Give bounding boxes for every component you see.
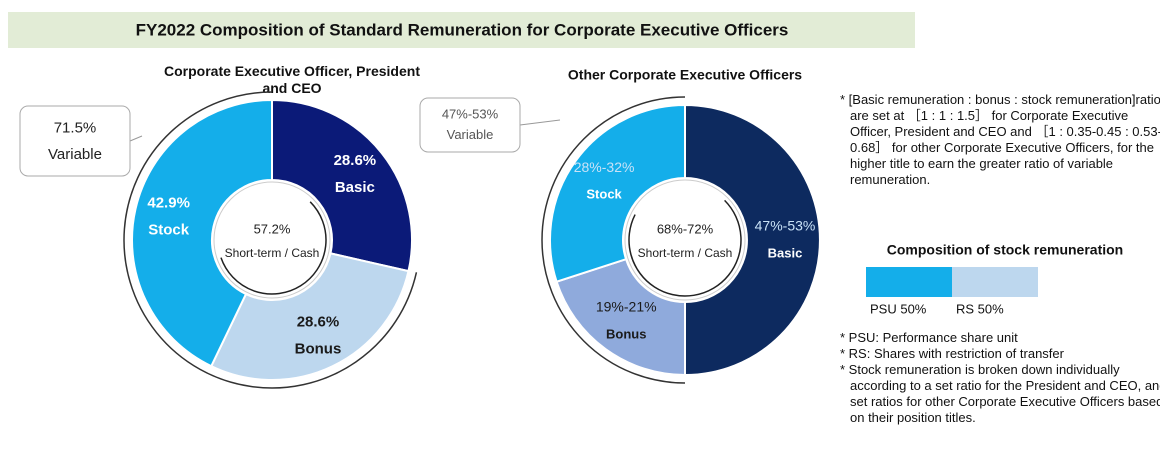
inner-circle [624,179,746,301]
variable-text: Variable [48,146,102,163]
category-label: Stock [148,221,190,238]
value-label: RS 50% [956,301,1004,316]
variable-value: 71.5% [54,119,97,136]
donut-segment [549,103,686,283]
inner-circle [213,181,331,299]
variable-value: 47%-53% [442,107,499,122]
donut-segment [271,98,413,273]
title-banner [8,12,915,48]
chart-title: Composition of stock remuneration [887,242,1123,258]
category-label: Bonus [606,326,646,341]
value-label: 28.6% [297,313,340,330]
donut-segment [684,103,821,377]
category-label: Basic [335,179,375,196]
chart-title: Corporate Executive Officer, President an… [164,63,420,96]
footnote: * PSU: Performance share unit [840,330,1018,345]
donut-segment [555,257,686,377]
inner-text: Short-term / Cash [638,246,733,260]
note: * [Basic remuneration : bonus : stock re… [840,92,1160,187]
short-term-arc [628,199,742,297]
category-label: Stock [586,187,622,202]
value-label: 28%-32% [574,159,635,175]
inner-text: Short-term / Cash [225,246,320,260]
value-label: 28.6% [334,152,377,169]
footnote: * RS: Shares with restriction of transfe… [840,346,1064,361]
footnote: * Stock remuneration is broken down indi… [840,362,1160,425]
leader-line [519,119,561,126]
variable-box [419,97,521,153]
variable-arc [541,96,686,384]
bar-segment [866,267,952,297]
value-label: PSU 50% [870,301,927,316]
value-label: 47%-53% [755,218,816,234]
variable-arc [123,91,418,389]
page-title: FY2022 Composition of Standard Remunerat… [136,20,789,39]
variable-box [19,105,131,177]
category-label: Basic [768,245,803,260]
inner-value: 68%-72% [657,221,714,236]
chart-title: Other Corporate Executive Officers [568,67,802,83]
leader-line [129,135,143,142]
value-label: 42.9% [147,194,190,211]
inner-value: 57.2% [254,221,291,236]
variable-text: Variable [447,127,494,142]
value-label: 19%-21% [596,299,657,315]
bar-segment [952,267,1038,297]
donut-segment [209,252,410,381]
category-label: Bonus [295,340,342,357]
donut-segment [131,98,273,368]
short-term-arc [220,201,327,295]
